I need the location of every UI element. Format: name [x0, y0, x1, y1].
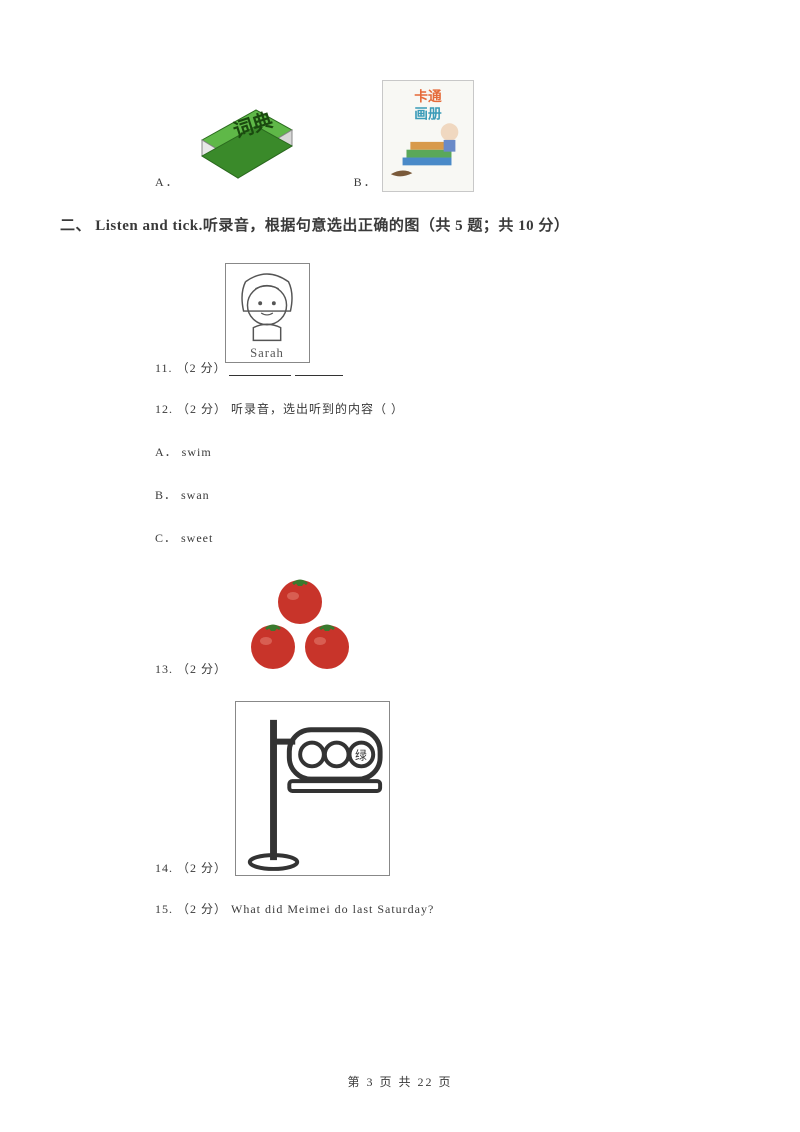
- question-13: 13. （2 分）: [155, 572, 750, 677]
- option-b-label: B．: [354, 173, 378, 190]
- svg-text:画册: 画册: [414, 106, 442, 121]
- q12-num: 12.: [155, 402, 173, 416]
- option-a-label: A．: [155, 173, 180, 190]
- q12-option-b: B． swan: [155, 486, 750, 503]
- q12-points: （2 分）: [177, 402, 227, 416]
- q11-num: 11.: [155, 361, 173, 376]
- q14-num: 14.: [155, 861, 173, 876]
- question-14: 14. （2 分） 绿: [155, 701, 750, 876]
- q15-num: 15.: [155, 902, 173, 916]
- sarah-drawing: Sarah: [225, 263, 310, 363]
- image-options-row: A． 词典 B． 卡通 画册: [155, 80, 750, 192]
- q12-option-c: C． sweet: [155, 529, 750, 546]
- question-12: 12. （2 分） 听录音，选出听到的内容（ ）: [155, 400, 750, 417]
- q13-points: （2 分）: [177, 660, 227, 677]
- cartoon-book-image: 卡通 画册: [382, 80, 474, 192]
- tomatoes-image: [235, 572, 365, 677]
- q11-blank-1: [229, 362, 291, 376]
- section-2-heading: 二、 Listen and tick.听录音，根据句意选出正确的图（共 5 题；…: [60, 214, 750, 235]
- page-footer: 第 3 页 共 22 页: [0, 1073, 800, 1090]
- question-11: Sarah 11. （2 分）: [155, 263, 750, 376]
- q11-blank-2: [295, 362, 343, 376]
- traffic-light-image: 绿: [235, 701, 390, 876]
- green-dictionary-image: 词典: [184, 92, 304, 192]
- question-15: 15. （2 分） What did Meimei do last Saturd…: [155, 900, 750, 917]
- q12-option-a: A． swim: [155, 443, 750, 460]
- q12-prompt: 听录音，选出听到的内容（ ）: [231, 402, 404, 416]
- q14-points: （2 分）: [177, 859, 227, 876]
- svg-text:卡通: 卡通: [414, 88, 442, 104]
- option-b: B． 卡通 画册: [354, 80, 474, 192]
- q13-num: 13.: [155, 662, 173, 677]
- q15-prompt: What did Meimei do last Saturday?: [231, 902, 434, 916]
- q15-points: （2 分）: [177, 902, 227, 916]
- q11-points: （2 分）: [177, 359, 227, 376]
- q12-options: A． swim B． swan C． sweet: [155, 443, 750, 546]
- page-content: A． 词典 B． 卡通 画册: [0, 0, 800, 917]
- option-a: A． 词典: [155, 92, 304, 192]
- svg-text:绿: 绿: [355, 748, 368, 762]
- svg-text:Sarah: Sarah: [250, 346, 284, 360]
